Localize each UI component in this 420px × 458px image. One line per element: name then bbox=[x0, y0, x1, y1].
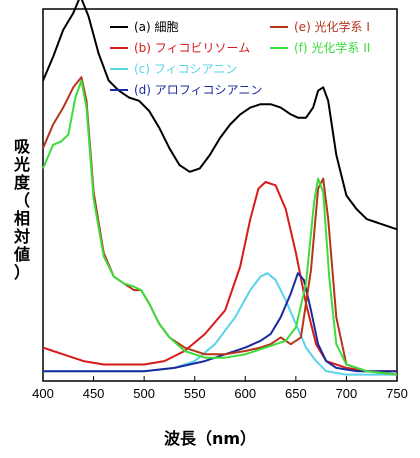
legend-label: (a) 細胞 bbox=[134, 20, 179, 34]
legend-label: (f) 光化学系 II bbox=[294, 40, 370, 55]
legend-label: (c) フィコシアニン bbox=[134, 62, 237, 76]
legend-label: (d) アロフィコシアニン bbox=[134, 83, 262, 97]
y-axis-label: 吸 光 度 （ 相 対 値 ） bbox=[8, 138, 36, 288]
legend-label: (b) フィコビリソーム bbox=[134, 41, 250, 55]
y-axis-label-char: 値 bbox=[13, 245, 30, 264]
y-axis-label-char: 対 bbox=[13, 227, 30, 246]
y-axis-label-char: 吸 bbox=[13, 137, 30, 156]
series-line bbox=[42, 76, 398, 376]
x-tick-label: 600 bbox=[234, 386, 256, 401]
legend-label: (e) 光化学系 I bbox=[294, 19, 370, 34]
series-line bbox=[43, 272, 397, 373]
legend: (a) 細胞 (b) フィコビリソーム (c) フィコシアニン (d) アロフィコシア… bbox=[110, 19, 370, 97]
y-axis-label-char: （ bbox=[13, 191, 30, 210]
x-tick-label: 750 bbox=[386, 386, 408, 401]
x-tick-label: 650 bbox=[285, 386, 307, 401]
x-tick-label: 400 bbox=[32, 386, 54, 401]
y-axis-label-char: ） bbox=[13, 263, 30, 282]
y-axis-label-char: 光 bbox=[13, 155, 30, 174]
y-axis-label-char: 度 bbox=[13, 173, 30, 192]
series-layer bbox=[42, 0, 398, 376]
x-axis-label: 波長（nm） bbox=[163, 429, 257, 448]
x-tick-label: 500 bbox=[133, 386, 155, 401]
series-line bbox=[42, 79, 398, 376]
series-line bbox=[42, 0, 398, 231]
x-tick-layer: 400 450 500 550 600 650 700 750 bbox=[32, 376, 408, 401]
x-tick-label: 450 bbox=[83, 386, 105, 401]
y-axis-label-char: 相 bbox=[13, 209, 30, 228]
plot-frame bbox=[42, 8, 398, 382]
x-tick-label: 550 bbox=[184, 386, 206, 401]
x-tick-label: 700 bbox=[336, 386, 358, 401]
series-line bbox=[42, 181, 397, 373]
